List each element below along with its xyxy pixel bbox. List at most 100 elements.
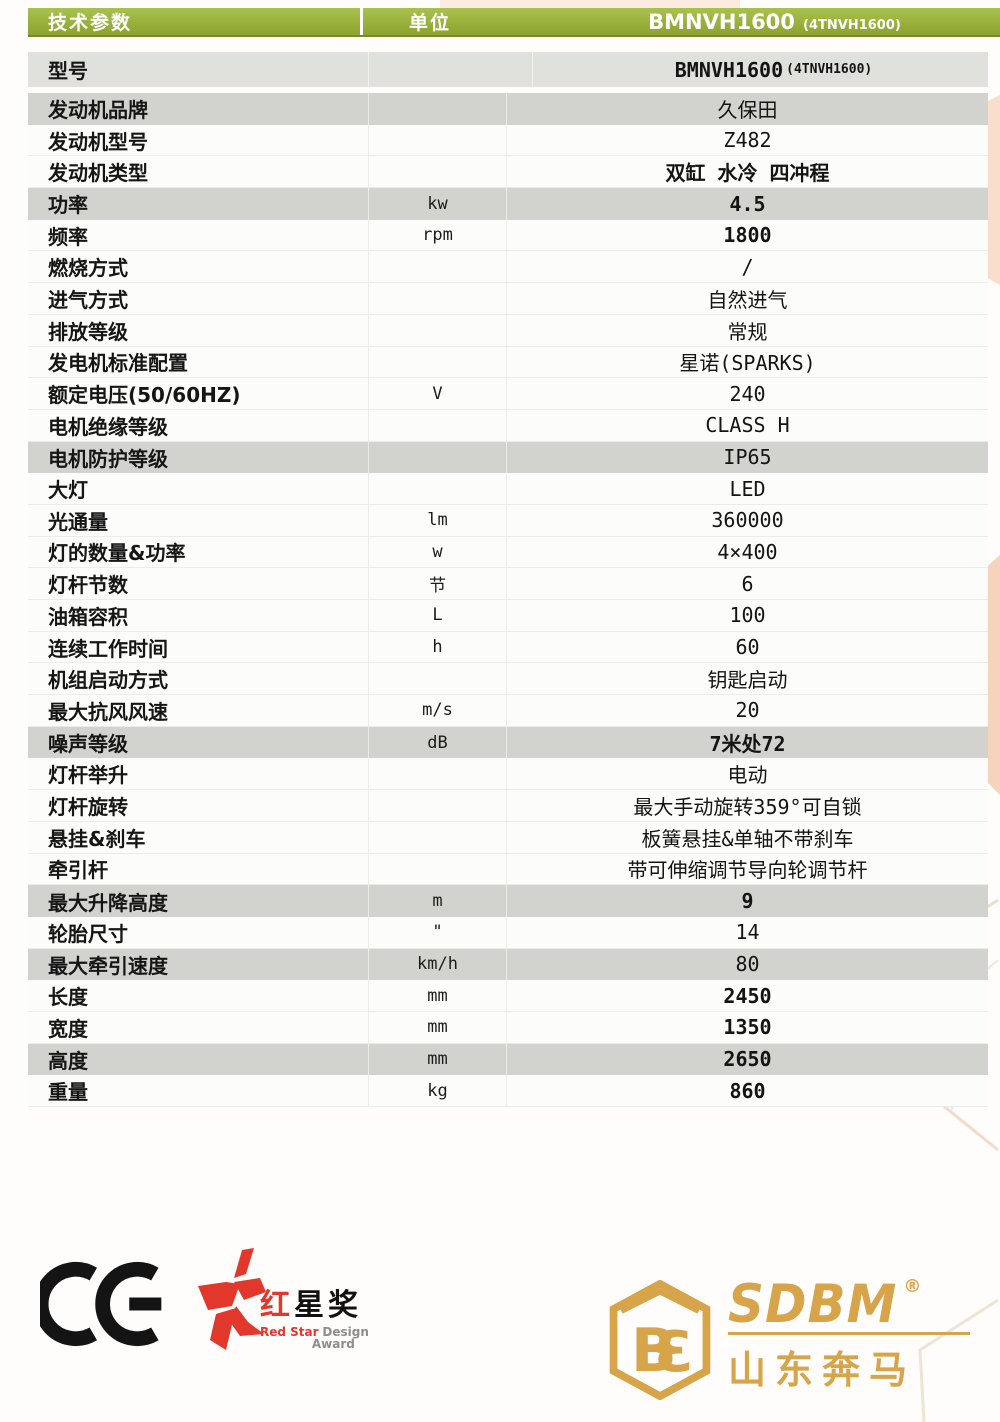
spec-value: 100 [506,600,988,631]
table-row: 油箱容积 L 100 [28,600,988,632]
spec-value-text: 4.5 [729,191,766,216]
spec-label: 灯的数量&功率 [48,541,186,566]
spec-unit [368,52,506,87]
red-star-icon [198,1248,266,1350]
spec-value-text: 7米处72 [709,732,786,757]
spec-value: 860 [506,1075,988,1106]
spec-value-text: 板簧悬挂&单轴不带刹车 [641,826,854,851]
spec-unit: V [368,378,506,409]
spec-value-text: CLASS H [705,413,790,438]
spec-unit [368,124,506,156]
spec-table-header: 技术参数 单位 BMNVH1600 (4TNVH1600) [28,8,1000,37]
spec-value: 20 [506,695,988,726]
table-row: 灯杆节数 节 6 [28,568,988,600]
spec-value: 双缸 水冷 四冲程 [506,156,988,188]
spec-value-text: 9 [741,889,754,914]
spec-value: 4.5 [506,188,988,220]
table-row: 电机绝缘等级 CLASS H [28,409,988,442]
spec-value-text: 1350 [723,1015,772,1040]
spec-label: 悬挂&刹车 [48,826,146,851]
spec-label: 光通量 [48,509,108,534]
table-row: 最大升降高度 m 9 [28,885,988,917]
header-column-divider [360,8,363,35]
spec-value-text: 最大手动旋转359°可自锁 [633,794,862,819]
sdbm-monogram-b: B [631,1316,677,1386]
table-row: 灯的数量&功率 w 4×400 [28,536,988,569]
spec-value: 80 [506,948,988,981]
header-model-subname: (4TNVH1600) [803,17,901,33]
table-row: 型号 BMNVH1600 (4TNVH1600) [28,52,988,87]
spec-value-text: 360000 [711,508,784,533]
spec-unit: km/h [368,948,506,981]
table-row: 机组启动方式 钥匙启动 [28,663,988,696]
spec-value: 久保田 [506,93,988,125]
spec-value-text: BMNVH1600 [674,57,784,82]
spec-label: 轮胎尺寸 [48,921,128,946]
spec-value-text: 2650 [723,1047,772,1072]
spec-unit: h [368,631,506,663]
spec-value: IP65 [506,441,988,474]
spec-value: 6 [506,568,988,599]
spec-value-text: 60 [735,635,760,660]
spec-value: 钥匙启动 [506,663,988,695]
spec-label: 发动机型号 [48,129,148,154]
spec-label: 发动机类型 [48,161,148,186]
spec-value: 常规 [506,314,988,346]
spec-value: 60 [506,631,988,663]
spec-label: 最大牵引速度 [48,953,168,978]
spec-label: 灯杆节数 [48,573,128,598]
spec-value: LED [506,473,988,504]
spec-unit [368,93,506,125]
spec-value-text: 6 [741,571,754,596]
spec-label: 额定电压(50/60HZ) [48,383,241,408]
spec-unit [368,790,506,821]
spec-value: 最大手动旋转359°可自锁 [506,790,988,821]
spec-value: 2450 [506,980,988,1011]
spec-unit: kw [368,188,506,220]
spec-label: 宽度 [48,1016,88,1041]
table-row: 连续工作时间 h 60 [28,631,988,664]
spec-value-text: Z482 [723,128,772,153]
header-model-label: BMNVH1600 (4TNVH1600) [523,10,1000,34]
spec-value-text: 2450 [723,983,772,1008]
red-star-english-name: Red Star Design [260,1325,369,1339]
spec-label: 牵引杆 [48,858,108,883]
spec-value-text: 100 [729,603,766,628]
spec-label: 电机绝缘等级 [48,414,168,439]
spec-label: 频率 [48,224,88,249]
table-row: 灯杆举升 电动 [28,758,988,791]
spec-unit: rpm [368,219,506,251]
spec-value: 1800 [506,219,988,251]
spec-value: 4×400 [506,536,988,568]
spec-label: 连续工作时间 [48,636,168,661]
spec-value: BMNVH1600 (4TNVH1600) [532,52,1000,87]
sdbm-wordmark: SDBM [728,1273,898,1335]
spec-unit: " [368,916,506,948]
red-star-en-bold: Red Star [260,1325,319,1339]
table-row: 发动机类型 双缸 水冷 四冲程 [28,156,988,189]
spec-unit [368,283,506,314]
spec-value: 7米处72 [506,726,988,759]
spec-unit [368,156,506,188]
spec-value: 星诺(SPARKS) [506,346,988,378]
spec-label: 电机防护等级 [48,446,168,471]
spec-value: 14 [506,916,988,948]
sdbm-hexagon-emblem: B 3 [609,1280,711,1400]
table-row: 牵引杆 带可伸缩调节导向轮调节杆 [28,853,988,886]
red-star-text: 红星奖 Red Star Design Award [260,1280,369,1351]
table-row: 排放等级 常规 [28,314,988,347]
table-row: 重量 kg 860 [28,1075,988,1107]
table-row: 发动机型号 Z482 [28,124,988,157]
spec-value-text: 80 [735,952,760,977]
spec-label: 最大抗风风速 [48,699,168,724]
table-row: 燃烧方式 / [28,251,988,284]
spec-value: 240 [506,378,988,409]
spec-unit: mm [368,1043,506,1076]
spec-label: 长度 [48,985,88,1010]
table-row: 悬挂&刹车 板簧悬挂&单轴不带刹车 [28,821,988,854]
table-row: 灯杆旋转 最大手动旋转359°可自锁 [28,790,988,822]
sdbm-monogram-3: 3 [654,1320,693,1385]
spec-value-text: 双缸 水冷 四冲程 [665,161,830,186]
spec-unit [368,853,506,885]
spec-unit: dB [368,726,506,759]
